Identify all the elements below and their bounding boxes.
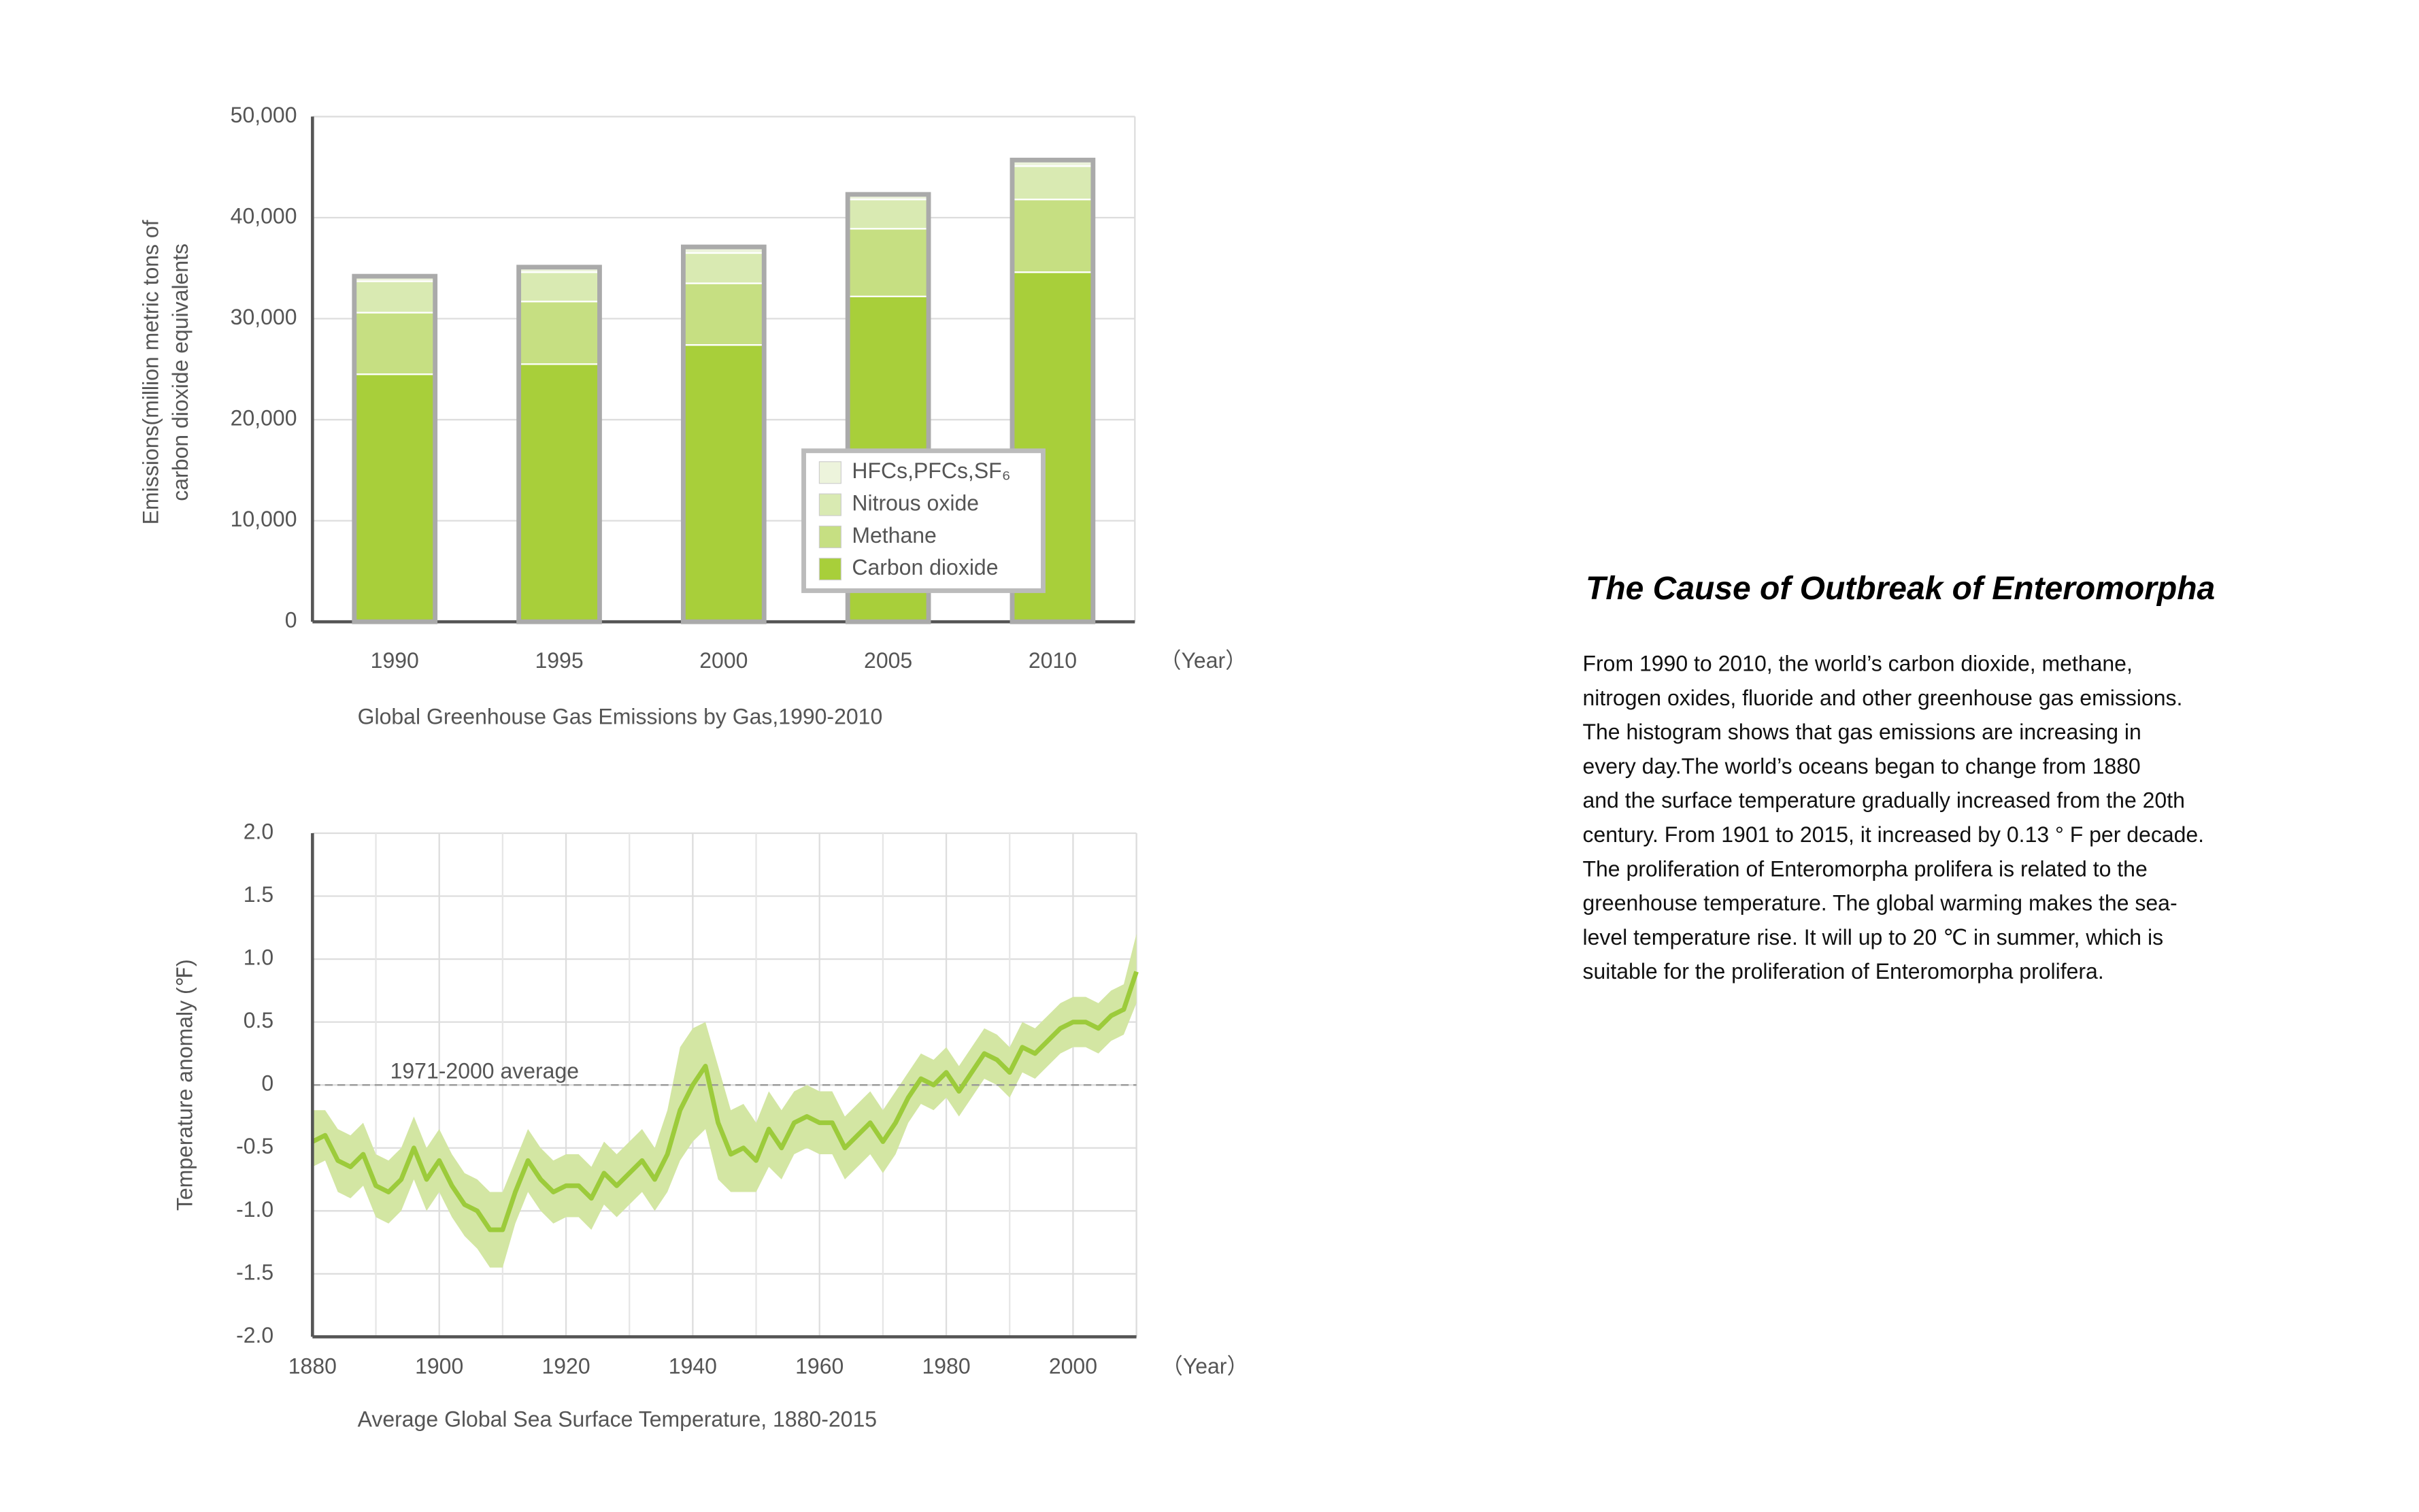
caption: Average Global Sea Surface Temperature, … [358,1407,877,1431]
legend-box [801,448,1046,593]
article-line: suitable for the proliferation of Entero… [1582,959,2103,984]
y-tick-label: 1.5 [244,882,273,907]
bar-segment [518,271,601,303]
article-line: every day.The world’s oceans began to ch… [1582,754,2140,778]
bar-outline [845,192,931,624]
bar-segment [353,312,436,375]
y-tick-label: 40,000 [231,203,297,228]
y-tick-label: 20,000 [231,406,297,431]
bar-segment [518,363,601,623]
bar-outline [1010,157,1096,624]
caption: Global Greenhouse Gas Emissions by Gas,1… [358,704,883,728]
article-line: level temperature rise. It will up to 20… [1582,925,2163,950]
bar-segment [1011,165,1094,201]
bar-segment [682,343,765,623]
y-tick-label: -1.0 [236,1197,273,1222]
bar-segment [518,301,601,365]
y-tick-label: 0 [285,608,297,633]
bar-segment [353,373,436,623]
article-line: century. From 1901 to 2015, it increased… [1582,822,2204,847]
article-line: greenhouse temperature. The global warmi… [1582,891,2177,915]
article-line: The proliferation of Enteromorpha prolif… [1582,856,2147,881]
legend-label: Nitrous oxide [852,491,979,516]
x-tick-label: 1940 [669,1354,717,1379]
y-tick-label: 50,000 [231,103,297,127]
legend-swatch [818,461,841,484]
y-axis-label: carbon dioxide equivalents [168,243,193,501]
bar-segment [682,252,765,284]
reference-label: 1971-2000 average [390,1058,579,1083]
x-axis-label: （Year） [1161,1354,1249,1379]
y-tick-label: 10,000 [231,507,297,531]
legend-swatch [818,558,841,581]
legend-label: Methane [852,523,936,548]
y-tick-label: 2.0 [244,819,273,843]
y-axis-label: Emissions(million metric tons of [138,220,163,524]
x-tick-label: 2000 [1049,1354,1097,1379]
bar-outline [516,265,602,624]
x-tick-label: 1900 [415,1354,463,1379]
bar-segment [847,228,930,297]
article-line: nitrogen oxides, fluoride and other gree… [1582,686,2182,710]
line [311,971,1139,1232]
x-tick-label: 2000 [699,648,748,673]
x-tick-label: 1920 [541,1354,590,1379]
confidence-band [312,934,1137,1268]
bar-segment [682,282,765,346]
legend-swatch [818,525,841,548]
y-tick-label: 0.5 [244,1008,273,1032]
bar-segment [353,280,436,314]
article-line: and the surface temperature gradually in… [1582,788,2184,813]
x-tick-label: 1995 [535,648,583,673]
bar-outline [352,273,438,624]
bar-outline [680,244,767,624]
x-tick-label: 1980 [922,1354,970,1379]
y-tick-label: -0.5 [236,1134,273,1158]
y-tick-label: -1.5 [236,1260,273,1284]
legend-swatch [818,493,841,516]
y-tick-label: 1.0 [244,945,273,970]
y-tick-label: -2.0 [236,1323,273,1347]
article-line: The histogram shows that gas emissions a… [1582,720,2141,744]
x-tick-label: 1990 [371,648,419,673]
bar-segment [1011,199,1094,273]
x-tick-label: 1960 [795,1354,844,1379]
y-axis-label: Temperature anomaly (℉) [173,959,197,1211]
y-tick-label: 0 [261,1071,273,1096]
x-axis-label: （Year） [1160,648,1248,673]
x-tick-label: 2005 [864,648,912,673]
y-tick-label: 30,000 [231,305,297,329]
article-line: From 1990 to 2010, the world’s carbon di… [1582,652,2132,676]
bar-segment [847,199,930,230]
legend-label: HFCs,PFCs,SF₆ [852,458,1010,483]
x-tick-label: 2010 [1029,648,1077,673]
article-title: The Cause of Outbreak of Enteromorpha [1586,571,2215,607]
x-tick-label: 1880 [288,1354,337,1379]
legend-label: Carbon dioxide [852,555,998,579]
